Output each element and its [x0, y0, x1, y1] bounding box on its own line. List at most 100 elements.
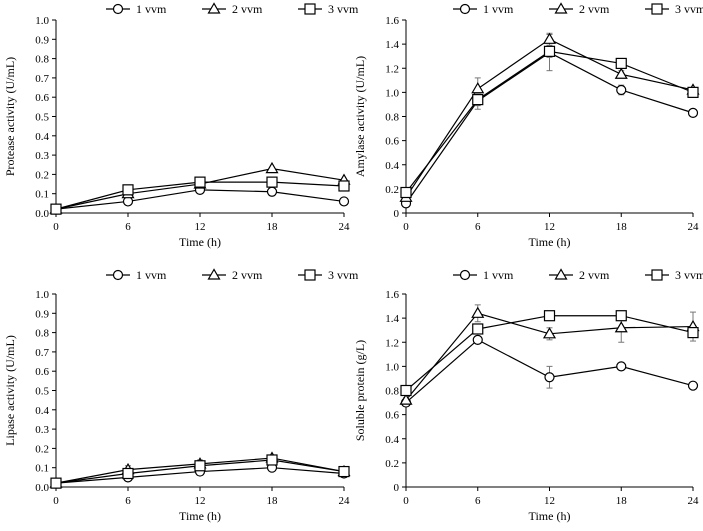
- lipase-y-tick-label: 0.7: [35, 347, 49, 359]
- amylase-y-tick-label: 0.2: [385, 184, 399, 196]
- amylase-x-tick-label: 18: [616, 221, 628, 233]
- legend-marker: [554, 2, 568, 14]
- legend-label: 3 vvm: [675, 2, 703, 16]
- legend-label: 2 vvm: [579, 2, 610, 16]
- soluble-protein-x-tick-label: 0: [403, 495, 409, 507]
- legend-marker: [112, 269, 124, 281]
- amylase-x-tick-label: 6: [475, 221, 481, 233]
- data-point: [616, 84, 627, 96]
- lipase-y-tick-label: 1.0: [35, 289, 49, 301]
- lipase-series-3-vvm: [50, 454, 350, 489]
- data-point: [122, 184, 134, 196]
- amylase-x-tick-label: 24: [688, 221, 700, 233]
- data-point: [122, 467, 134, 480]
- protease-y-tick-label: 0.4: [35, 131, 49, 143]
- legend-marker: [651, 269, 663, 281]
- data-point: [614, 321, 628, 333]
- amylase-x-axis-label: Time (h): [529, 235, 571, 249]
- protease-legend: 1 vvm 2 vvm 3 vvm: [106, 2, 359, 16]
- amylase-y-tick-label: 1.0: [385, 87, 399, 99]
- lipase-y-tick-label: 0.2: [35, 443, 49, 455]
- lipase-y-tick-label: 0.1: [35, 463, 49, 475]
- lipase-y-axis-label: Lipase activity (U/mL): [3, 335, 17, 446]
- data-point: [472, 94, 484, 106]
- protease-x-tick-label: 0: [53, 221, 59, 233]
- legend-label: 1 vvm: [136, 268, 167, 282]
- amylase-series-3-vvm: [400, 44, 699, 199]
- lipase-y-tick-label: 0.9: [35, 308, 49, 320]
- protease-y-tick-label: 0.9: [35, 34, 49, 46]
- lipase-x-axis-label: Time (h): [179, 509, 221, 523]
- soluble-protein-x-tick-label: 18: [616, 495, 628, 507]
- series-line: [405, 50, 694, 193]
- soluble-protein-y-axis-label: Soluble protein (g/L): [353, 340, 367, 441]
- soluble-protein-y-tick-label: 0.6: [385, 410, 399, 422]
- protease-y-tick-label: 0.8: [35, 54, 49, 66]
- data-point: [543, 45, 556, 57]
- soluble-protein-y-tick-label: 0.8: [385, 386, 399, 398]
- protease-y-tick-label: 0.0: [35, 208, 49, 220]
- lipase-panel: 0.0 0.1 0.2 0.3 0.4 0.5 0.6 0.7 0.8 0.9 1.0 0 6 12 18 2…: [3, 268, 359, 523]
- protease-x-tick-label: 12: [195, 221, 206, 233]
- amylase-y-tick-label: 1.4: [385, 39, 399, 51]
- data-point: [471, 82, 485, 94]
- data-point: [615, 57, 627, 70]
- legend-label: 2 vvm: [232, 268, 263, 282]
- lipase-y-tick-label: 0.0: [35, 482, 49, 494]
- data-point: [471, 306, 485, 318]
- legend-label: 1 vvm: [483, 268, 514, 282]
- legend-marker: [459, 269, 471, 281]
- data-point: [616, 361, 627, 372]
- protease-y-tick-label: 0.5: [35, 112, 49, 124]
- protease-panel: 0.0 0.1 0.2 0.3 0.4 0.5 0.6 0.7 0.8 0.9 1.0 0 6 12 18 2…: [3, 2, 359, 249]
- data-point: [544, 372, 555, 383]
- protease-x-tick-label: 6: [125, 221, 131, 233]
- data-point: [194, 176, 206, 188]
- amylase-y-tick-label: 0.6: [385, 136, 399, 148]
- data-point: [400, 186, 412, 199]
- legend-marker: [554, 268, 568, 280]
- protease-y-tick-label: 1.0: [35, 15, 49, 27]
- data-point: [338, 196, 350, 207]
- data-point: [194, 460, 206, 472]
- data-point: [50, 477, 62, 489]
- data-point: [687, 107, 699, 118]
- legend-marker: [304, 3, 316, 15]
- lipase-y-tick-label: 0.3: [35, 424, 49, 436]
- protease-x-tick-label: 18: [267, 221, 279, 233]
- lipase-x-tick-label: 12: [195, 495, 206, 507]
- data-point: [338, 465, 350, 478]
- data-point: [266, 176, 278, 188]
- amylase-y-tick-label: 1.2: [385, 63, 399, 75]
- amylase-y-tick-label: 1.6: [385, 15, 399, 27]
- amylase-y-tick-label: 0.4: [385, 160, 399, 172]
- protease-x-axis-label: Time (h): [179, 235, 221, 249]
- protease-y-tick-label: 0.6: [35, 92, 49, 104]
- legend-marker: [651, 3, 663, 15]
- amylase-y-tick-label: 0: [394, 208, 400, 220]
- legend-marker: [304, 269, 316, 281]
- data-point: [400, 384, 412, 397]
- data-point: [266, 454, 278, 466]
- data-point: [543, 310, 556, 322]
- soluble-protein-panel: 0 0.2 0.4 0.6 0.8 1.0 1.2 1.4 1.6 0 6 12 18 24 Time (h…: [353, 268, 703, 523]
- lipase-y-tick-label: 0.5: [35, 386, 49, 398]
- protease-x-tick-label: 24: [339, 221, 351, 233]
- soluble-protein-x-axis-label: Time (h): [529, 509, 571, 523]
- data-point: [472, 323, 484, 335]
- soluble-protein-y-tick-label: 1.0: [385, 361, 399, 373]
- protease-y-tick-label: 0.3: [35, 150, 49, 162]
- data-point: [399, 393, 413, 405]
- soluble-protein-y-tick-label: 0: [394, 482, 400, 494]
- amylase-x-tick-label: 12: [544, 221, 555, 233]
- data-point: [266, 186, 278, 197]
- data-point: [687, 380, 699, 391]
- lipase-x-tick-label: 6: [125, 495, 131, 507]
- amylase-x-tick-label: 0: [403, 221, 409, 233]
- soluble-protein-x-tick-label: 24: [688, 495, 700, 507]
- soluble-protein-y-tick-label: 1.4: [385, 313, 399, 325]
- protease-series-3-vvm: [50, 176, 350, 215]
- legend-marker: [459, 3, 471, 15]
- legend-label: 1 vvm: [483, 2, 514, 16]
